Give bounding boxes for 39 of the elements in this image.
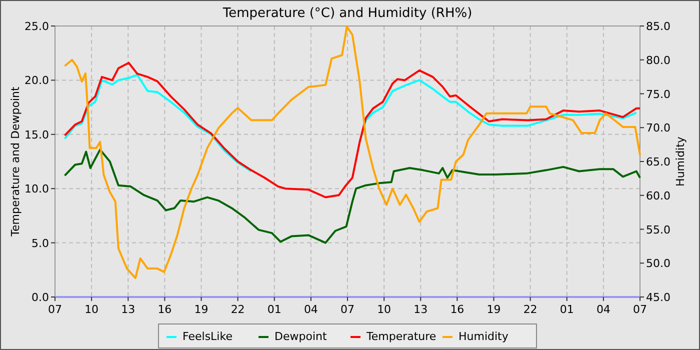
- x-tick-label: 22: [523, 303, 538, 316]
- y-axis-title: Temperature and Dewpoint: [9, 86, 22, 238]
- y-tick-label: 0.0: [32, 291, 49, 304]
- chart-title: Temperature (°C) and Humidity (RH%): [222, 6, 472, 21]
- x-tick-label: 04: [596, 303, 610, 316]
- x-tick-label: 13: [121, 303, 136, 316]
- x-tick-label: 04: [304, 303, 318, 316]
- y2-tick-label: 65.0: [646, 156, 670, 168]
- y2-tick-label: 70.0: [646, 122, 670, 135]
- y-tick-label: 15.0: [24, 128, 49, 142]
- x-tick-label: 07: [340, 303, 354, 316]
- x-tick-label: 16: [450, 303, 464, 316]
- y2-tick-label: 60.0: [646, 189, 670, 202]
- x-tick-label: 10: [377, 303, 392, 316]
- y2-tick-label: 75.0: [646, 88, 670, 101]
- y2-tick-label: 45.0: [646, 291, 670, 304]
- y2-tick-label: 80.0: [646, 54, 670, 67]
- x-tick-label: 16: [158, 303, 172, 316]
- legend-label: Temperature: [366, 330, 436, 343]
- x-tick-label: 19: [486, 303, 501, 316]
- x-tick-label: 01: [267, 303, 282, 316]
- x-tick-label: 10: [84, 303, 99, 316]
- x-tick-label: 01: [560, 303, 574, 316]
- y-tick-label: 10.0: [24, 182, 49, 196]
- x-tick-label: 13: [414, 303, 428, 316]
- legend-label: Humidity: [458, 330, 509, 343]
- legend-label: FeelsLike: [182, 330, 233, 343]
- y-tick-label: 5.0: [32, 236, 49, 250]
- x-tick-label: 22: [230, 303, 245, 316]
- x-tick-label: 19: [194, 303, 208, 316]
- x-tick-label: 07: [48, 303, 62, 316]
- y2-tick-label: 85.0: [646, 20, 670, 33]
- y2-axis-title: Humidity: [674, 136, 687, 186]
- y2-tick-label: 55.0: [646, 223, 670, 236]
- legend-label: Dewpoint: [274, 330, 328, 343]
- x-tick-label: 07: [633, 303, 647, 316]
- y-tick-label: 25.0: [24, 20, 49, 33]
- y2-tick-label: 50.0: [646, 257, 670, 270]
- y-tick-label: 20.0: [24, 74, 49, 88]
